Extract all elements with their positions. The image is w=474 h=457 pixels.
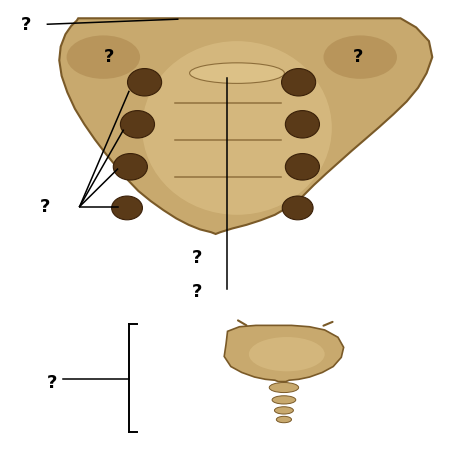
Ellipse shape [323,36,397,79]
Ellipse shape [249,337,325,371]
Ellipse shape [283,196,313,220]
Ellipse shape [128,69,162,96]
Ellipse shape [285,111,319,138]
Text: ?: ? [47,374,57,392]
Text: ?: ? [40,197,50,216]
Ellipse shape [276,416,292,423]
Ellipse shape [272,396,296,404]
Ellipse shape [274,407,293,414]
Ellipse shape [190,63,284,84]
Ellipse shape [282,69,316,96]
Ellipse shape [112,196,142,220]
Polygon shape [59,18,432,234]
Ellipse shape [285,154,319,180]
Ellipse shape [113,154,147,180]
Ellipse shape [269,383,299,393]
Text: ?: ? [191,249,202,267]
Text: ?: ? [21,16,31,34]
Ellipse shape [142,41,332,215]
Text: ?: ? [104,48,114,66]
Ellipse shape [120,111,155,138]
Text: ?: ? [191,283,202,302]
Text: ?: ? [353,48,363,66]
Ellipse shape [66,36,140,79]
Polygon shape [224,325,344,382]
